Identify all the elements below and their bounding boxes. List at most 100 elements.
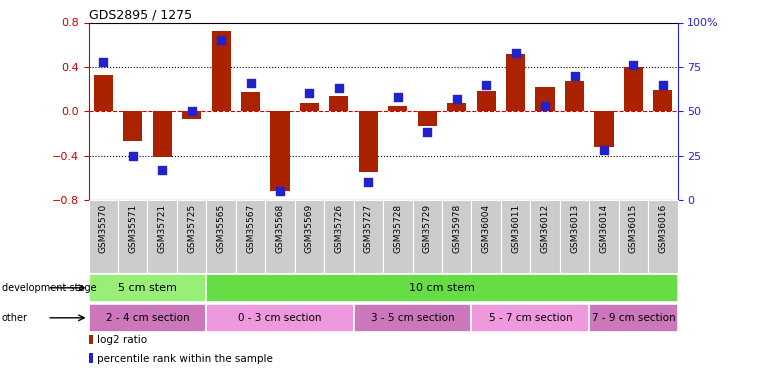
Text: 7 - 9 cm section: 7 - 9 cm section: [591, 313, 675, 323]
Text: GSM36011: GSM36011: [511, 204, 520, 253]
Bar: [413, 200, 442, 273]
Bar: [330, 96, 349, 111]
Text: 10 cm stem: 10 cm stem: [409, 283, 475, 293]
Bar: [589, 304, 678, 332]
Text: GSM35978: GSM35978: [452, 204, 461, 253]
Point: [657, 82, 669, 88]
Point: [274, 188, 286, 194]
Point: [333, 85, 345, 91]
Bar: [89, 304, 206, 332]
Text: GSM35728: GSM35728: [393, 204, 402, 253]
Text: GSM35565: GSM35565: [216, 204, 226, 253]
Text: GSM36016: GSM36016: [658, 204, 668, 253]
Text: GSM36014: GSM36014: [600, 204, 608, 253]
Bar: [442, 200, 471, 273]
Bar: [206, 200, 236, 273]
Text: GSM36012: GSM36012: [541, 204, 550, 253]
Bar: [447, 104, 467, 111]
Bar: [506, 54, 525, 111]
Text: GSM35568: GSM35568: [276, 204, 284, 253]
Point: [97, 58, 109, 64]
Point: [510, 50, 522, 55]
Text: GSM35569: GSM35569: [305, 204, 314, 253]
Bar: [383, 200, 413, 273]
Text: 5 - 7 cm section: 5 - 7 cm section: [488, 313, 572, 323]
Bar: [206, 274, 678, 302]
Text: 0 - 3 cm section: 0 - 3 cm section: [238, 313, 322, 323]
Bar: [206, 304, 353, 332]
Bar: [624, 67, 643, 111]
Bar: [353, 304, 471, 332]
Bar: [501, 200, 531, 273]
Text: GSM35721: GSM35721: [158, 204, 166, 253]
Point: [628, 62, 640, 68]
Bar: [94, 75, 113, 111]
Text: GSM35726: GSM35726: [334, 204, 343, 253]
Bar: [300, 104, 319, 111]
Bar: [619, 200, 648, 273]
Point: [244, 80, 256, 86]
Text: 3 - 5 cm section: 3 - 5 cm section: [370, 313, 454, 323]
Text: GSM36004: GSM36004: [482, 204, 490, 253]
Bar: [89, 274, 206, 302]
Point: [126, 153, 139, 159]
Point: [215, 37, 227, 43]
Bar: [594, 111, 614, 147]
Text: other: other: [2, 313, 28, 323]
Text: GSM36015: GSM36015: [629, 204, 638, 253]
Text: GSM35725: GSM35725: [187, 204, 196, 253]
Text: GDS2895 / 1275: GDS2895 / 1275: [89, 8, 192, 21]
Bar: [118, 200, 148, 273]
Bar: [89, 353, 93, 363]
Text: 2 - 4 cm section: 2 - 4 cm section: [105, 313, 189, 323]
Bar: [241, 92, 260, 111]
Bar: [148, 200, 177, 273]
Point: [421, 129, 434, 135]
Bar: [123, 111, 142, 141]
Bar: [270, 111, 290, 191]
Point: [156, 167, 169, 173]
Bar: [236, 200, 265, 273]
Bar: [353, 200, 383, 273]
Point: [186, 108, 198, 114]
Bar: [324, 200, 353, 273]
Point: [480, 82, 492, 88]
Point: [362, 179, 374, 185]
Text: development stage: development stage: [2, 283, 96, 293]
Text: 5 cm stem: 5 cm stem: [118, 283, 177, 293]
Point: [450, 96, 463, 102]
Bar: [359, 111, 378, 172]
Bar: [560, 200, 589, 273]
Bar: [589, 200, 619, 273]
Text: percentile rank within the sample: percentile rank within the sample: [97, 354, 273, 363]
Bar: [417, 111, 437, 126]
Bar: [89, 334, 93, 344]
Point: [303, 90, 316, 96]
Bar: [565, 81, 584, 111]
Point: [598, 147, 610, 153]
Bar: [295, 200, 324, 273]
Bar: [535, 87, 554, 111]
Bar: [653, 90, 672, 111]
Bar: [477, 91, 496, 111]
Text: GSM36013: GSM36013: [570, 204, 579, 253]
Text: GSM35729: GSM35729: [423, 204, 432, 253]
Point: [539, 103, 551, 109]
Bar: [471, 304, 589, 332]
Text: GSM35727: GSM35727: [364, 204, 373, 253]
Bar: [265, 200, 295, 273]
Point: [392, 94, 404, 100]
Point: [568, 73, 581, 79]
Text: GSM35567: GSM35567: [246, 204, 255, 253]
Bar: [471, 200, 501, 273]
Bar: [212, 32, 231, 111]
Text: GSM35570: GSM35570: [99, 204, 108, 253]
Bar: [648, 200, 678, 273]
Bar: [531, 200, 560, 273]
Text: log2 ratio: log2 ratio: [97, 335, 148, 345]
Bar: [177, 200, 206, 273]
Bar: [388, 106, 407, 111]
Bar: [152, 111, 172, 157]
Text: GSM35571: GSM35571: [129, 204, 137, 253]
Bar: [89, 200, 118, 273]
